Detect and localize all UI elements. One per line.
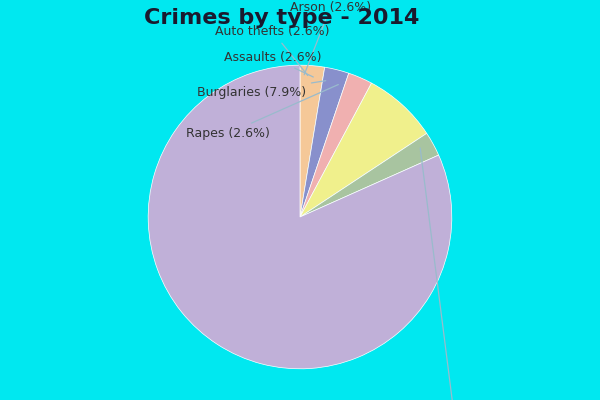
- Text: Auto thefts (2.6%): Auto thefts (2.6%): [215, 25, 330, 76]
- Text: Burglaries (7.9%): Burglaries (7.9%): [197, 81, 326, 99]
- Wedge shape: [300, 73, 371, 217]
- Text: Rapes (2.6%): Rapes (2.6%): [186, 84, 338, 140]
- Text: Assaults (2.6%): Assaults (2.6%): [224, 51, 322, 77]
- Wedge shape: [300, 133, 439, 217]
- Text: Arson (2.6%): Arson (2.6%): [290, 1, 371, 75]
- Wedge shape: [300, 65, 325, 217]
- Text: Crimes by type - 2014: Crimes by type - 2014: [145, 8, 419, 28]
- Text: Thefts (81.6%): Thefts (81.6%): [409, 148, 502, 400]
- Wedge shape: [300, 83, 427, 217]
- Wedge shape: [300, 67, 349, 217]
- Wedge shape: [148, 65, 452, 369]
